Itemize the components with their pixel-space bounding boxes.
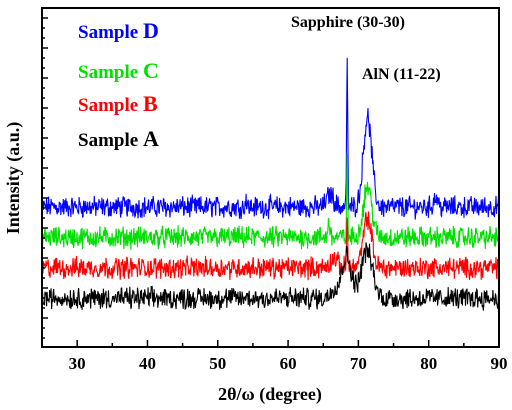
x-tick-label: 50 <box>209 354 226 373</box>
series-line-d <box>41 57 500 220</box>
x-tick-label: 90 <box>491 354 508 373</box>
series-line-a <box>41 242 500 311</box>
x-tick-label: 60 <box>280 354 297 373</box>
series-line-c <box>41 153 500 250</box>
legend-entry-a: Sample A <box>78 126 159 151</box>
x-tick-label: 70 <box>350 354 367 373</box>
ticks-layer: 30 40 50 60 70 80 90 <box>41 17 508 373</box>
y-axis-title: Intensity (a.u.) <box>3 122 24 235</box>
series-layer <box>41 57 500 311</box>
legend-entry-c: Sample C <box>78 58 159 83</box>
legend: Sample D Sample C Sample B Sample A <box>78 18 159 151</box>
x-tick-label: 80 <box>420 354 437 373</box>
x-tick-label: 40 <box>139 354 156 373</box>
legend-entry-d: Sample D <box>78 18 159 43</box>
annotation-aln: AlN (11-22) <box>362 66 441 83</box>
x-axis-title: 2θ/ω (degree) <box>218 384 322 405</box>
series-line-b <box>41 211 500 281</box>
legend-entry-b: Sample B <box>78 91 158 116</box>
annotation-sapphire: Sapphire (30-30) <box>291 14 405 31</box>
x-tick-label: 30 <box>69 354 86 373</box>
